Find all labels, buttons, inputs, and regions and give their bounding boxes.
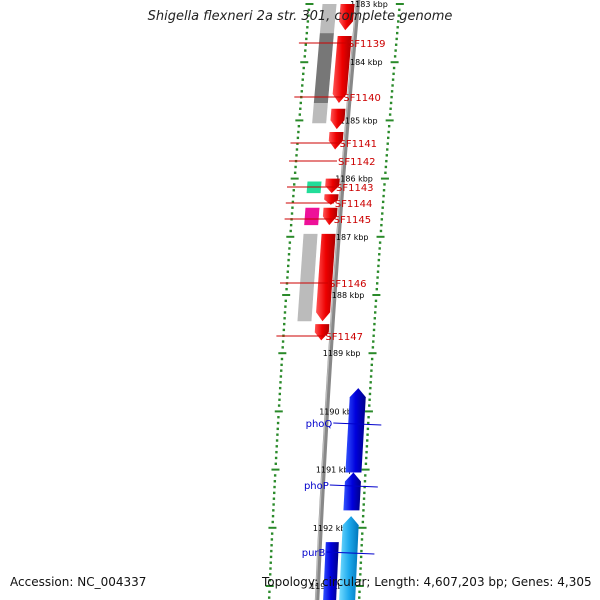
tick-label: 1192 kbp (313, 524, 351, 533)
gene-arrow-sf1144[interactable] (324, 194, 339, 205)
tick-label: 1188 kbp (327, 291, 365, 300)
feature-highlight (311, 233, 321, 322)
topology-text: Topology: circular; Length: 4,607,203 bp… (262, 575, 592, 589)
tick-label: 1184 kbp (345, 58, 383, 67)
label-connector (333, 422, 382, 426)
feature-highlight (333, 4, 340, 34)
tick-ring: 1183 kbp 1184 kbp 1185 kbp 1186 kbp 1187 kbp… (265, 0, 404, 599)
gene-label-sf1147[interactable]: SF1147 (325, 332, 363, 343)
gene-label-purb[interactable]: purB (302, 548, 326, 559)
tick-label: 1191 kbp (316, 466, 354, 475)
gene-arrow-sf1146[interactable] (316, 233, 336, 322)
gene-label-sf1144[interactable]: SF1144 (335, 199, 373, 210)
accession-text: Accession: NC_004337 (10, 575, 147, 589)
gene-arrow-sf1141[interactable] (330, 108, 346, 130)
map-title: Shigella flexneri 2a str. 301, complete … (147, 9, 453, 24)
tick-label: 1187 kbp (331, 233, 369, 242)
feature-highlight (327, 33, 337, 103)
gene-track (314, 4, 366, 600)
gene-arrow-sf1139[interactable] (339, 4, 355, 31)
feature-highlight (326, 102, 331, 124)
gene-arrow-sf1140[interactable] (332, 36, 352, 103)
tick-label: 1189 kbp (323, 349, 361, 358)
gene-label-sf1142[interactable]: SF1142 (338, 157, 376, 168)
label-connector (326, 551, 375, 555)
gene-label-phoq[interactable]: phoQ (306, 419, 333, 430)
feature-block (304, 207, 320, 226)
gene-arrow-sf1143[interactable] (325, 178, 340, 194)
feature-block (319, 4, 337, 34)
gene-arrow-purb-partner[interactable] (323, 542, 339, 600)
gene-arrow-purb[interactable] (339, 516, 359, 600)
feature-block (297, 233, 318, 322)
gene-arrow-sf1142[interactable] (328, 132, 344, 150)
genome-backbone (314, 0, 361, 600)
tick-label: 1183 kbp (350, 0, 388, 9)
gene-label-sf1143[interactable]: SF1143 (336, 183, 374, 194)
gene-label-sf1145[interactable]: SF1145 (334, 215, 372, 226)
gene-label-sf1141[interactable]: SF1141 (340, 139, 378, 150)
feature-highlight (318, 207, 323, 226)
gene-label-sf1140[interactable]: SF1140 (343, 93, 381, 104)
tick-label: 1186 kbp (335, 175, 373, 184)
tick-label: 1185 kbp (340, 116, 378, 125)
feature-block (313, 33, 334, 103)
tick-label: 1190 kbp (319, 407, 357, 416)
gene-label-sf1139[interactable]: SF1139 (348, 39, 386, 50)
label-connector (329, 484, 378, 488)
feature-track (297, 4, 340, 322)
gene-label-sf1146[interactable]: SF1146 (329, 279, 367, 290)
gene-arrow-sf1145[interactable] (322, 207, 338, 226)
gene-arrow-phoq[interactable] (345, 388, 366, 473)
gene-label-phop[interactable]: phoP (304, 481, 329, 492)
gene-labels: SF1139 SF1140 SF1141 SF1142 SF1143 SF1144 SF11… (276, 39, 385, 559)
feature-block (312, 102, 328, 124)
gene-arrow-phop[interactable] (343, 472, 361, 511)
